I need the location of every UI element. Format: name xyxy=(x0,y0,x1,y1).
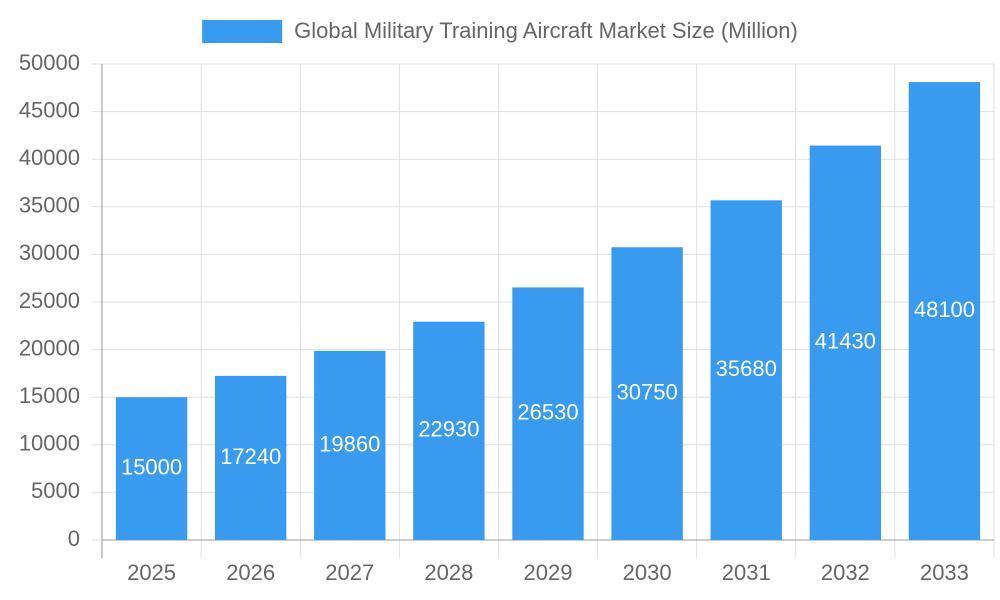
bar xyxy=(214,375,287,540)
y-tick-label: 45000 xyxy=(19,97,80,122)
x-tick-label: 2033 xyxy=(920,560,969,585)
x-tick-label: 2027 xyxy=(325,560,374,585)
bar xyxy=(710,200,782,540)
y-tick-label: 5000 xyxy=(31,478,80,503)
y-tick-label: 0 xyxy=(68,526,80,551)
data-label: 35680 xyxy=(716,356,777,381)
bar xyxy=(809,145,882,540)
data-label: 30750 xyxy=(617,379,678,404)
bar xyxy=(115,397,188,540)
x-tick-label: 2030 xyxy=(623,560,672,585)
data-label: 19860 xyxy=(319,431,380,456)
data-label: 48100 xyxy=(914,297,975,322)
y-tick-label: 10000 xyxy=(19,431,80,456)
x-tick-label: 2031 xyxy=(722,560,771,585)
legend-label: Global Military Training Aircraft Market… xyxy=(294,18,798,43)
bar xyxy=(512,287,584,540)
data-label: 17240 xyxy=(220,444,281,469)
y-tick-label: 50000 xyxy=(19,50,80,75)
y-tick-label: 30000 xyxy=(19,240,80,265)
x-tick-label: 2029 xyxy=(524,560,573,585)
bar xyxy=(314,350,386,540)
y-tick-label: 25000 xyxy=(19,288,80,313)
legend-swatch xyxy=(202,20,283,43)
bar xyxy=(413,321,485,540)
bar xyxy=(611,247,683,540)
y-tick-label: 15000 xyxy=(19,383,80,408)
x-tick-label: 2028 xyxy=(424,560,473,585)
data-label: 15000 xyxy=(121,454,182,479)
data-label: 41430 xyxy=(815,329,876,354)
bar xyxy=(908,82,981,540)
y-tick-label: 40000 xyxy=(19,145,80,170)
y-tick-label: 35000 xyxy=(19,193,80,218)
data-label: 26530 xyxy=(517,400,578,425)
x-tick-label: 2025 xyxy=(127,560,176,585)
y-tick-label: 20000 xyxy=(19,335,80,360)
x-tick-label: 2032 xyxy=(821,560,870,585)
x-tick-label: 2026 xyxy=(226,560,275,585)
data-label: 22930 xyxy=(418,417,479,442)
